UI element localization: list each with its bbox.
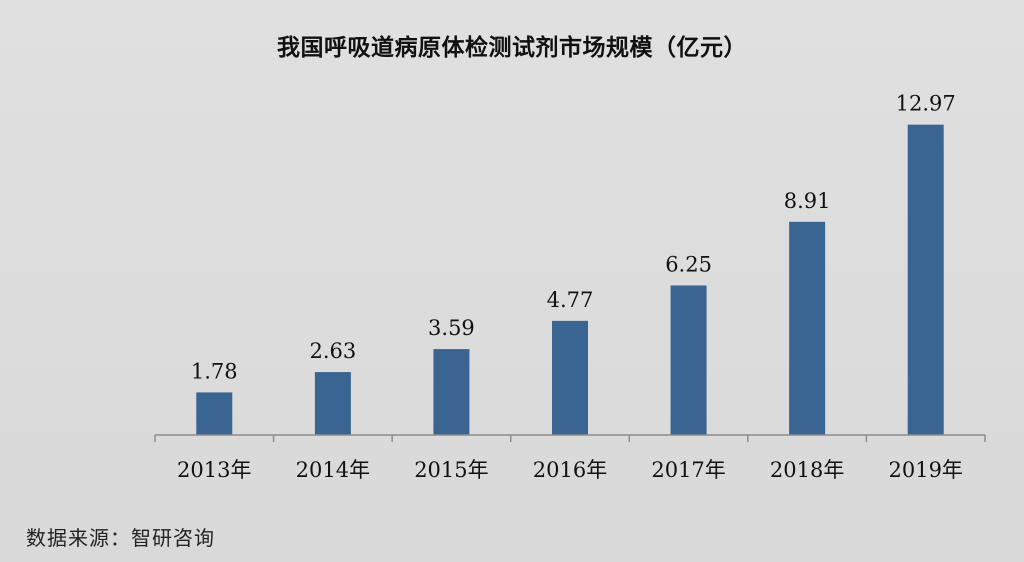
- x-tick-label: 2017年: [651, 458, 725, 482]
- data-label: 3.59: [428, 316, 475, 340]
- x-tick-label: 2018年: [770, 458, 844, 482]
- data-label: 4.77: [547, 288, 594, 312]
- chart-title: 我国呼吸道病原体检测试剂市场规模（亿元）: [277, 35, 747, 61]
- bar-2019年: [907, 124, 944, 436]
- data-label: 12.97: [896, 92, 956, 116]
- data-labels-layer: 1.78 2013年 2.63 2014年 3.59 2015年 4.77 2016年 6.25…: [177, 92, 963, 482]
- bar-2018年: [789, 221, 826, 435]
- x-tick-label: 2019年: [888, 458, 962, 482]
- bar-2016年: [552, 320, 588, 435]
- bar-2015年: [433, 349, 470, 435]
- x-axis: [154, 434, 986, 442]
- x-tick-label: 2015年: [414, 458, 488, 482]
- x-tick-label: 2016年: [533, 458, 607, 482]
- data-label: 2.63: [309, 339, 356, 363]
- data-label: 8.91: [784, 189, 831, 213]
- source-note: 数据来源：智研咨询: [26, 526, 215, 550]
- x-tick-label: 2013年: [177, 458, 251, 482]
- x-tick-label: 2014年: [296, 458, 370, 482]
- bar-2013年: [196, 392, 233, 435]
- bar-2014年: [314, 372, 351, 435]
- bars-layer: [196, 124, 944, 436]
- bar-2017年: [670, 285, 707, 435]
- data-label: 6.25: [665, 252, 712, 276]
- data-label: 1.78: [191, 359, 238, 383]
